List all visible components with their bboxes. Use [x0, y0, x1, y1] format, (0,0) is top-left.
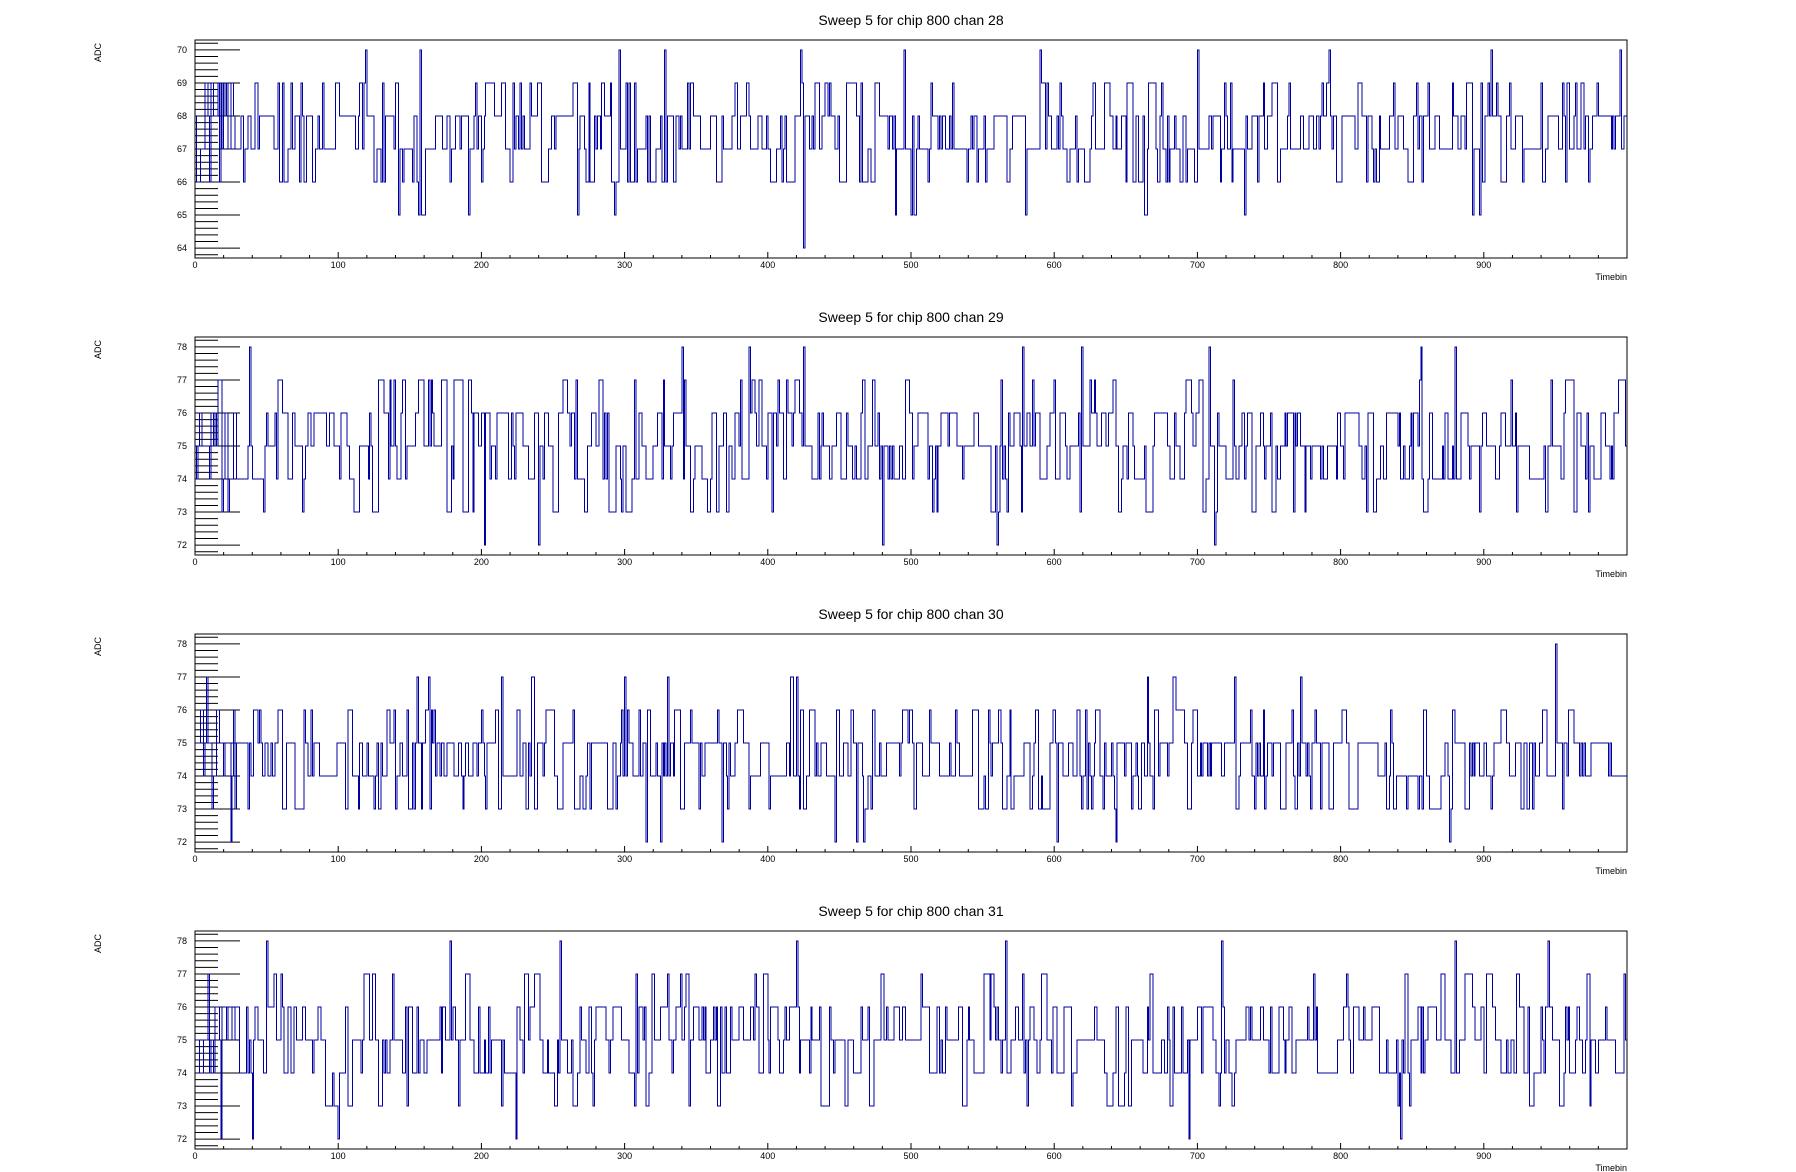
- x-tick-label: 900: [1476, 1151, 1491, 1161]
- x-tick-label: 400: [760, 1151, 775, 1161]
- x-tick-label: 700: [1190, 557, 1205, 567]
- chart-title: Sweep 5 for chip 800 chan 28: [818, 12, 1003, 28]
- y-tick-label: 77: [177, 375, 187, 385]
- chart-panel-2: Sweep 5 for chip 800 chan 29 ADC Timebin 72…: [93, 309, 1628, 579]
- series-line: [195, 643, 1627, 843]
- plot-frame: [194, 633, 1628, 853]
- y-tick-label: 74: [177, 1068, 187, 1078]
- x-tick-label: 200: [474, 260, 489, 270]
- x-tick-label: 800: [1333, 260, 1348, 270]
- y-tick-label: 76: [177, 705, 187, 715]
- x-tick-label: 0: [192, 854, 197, 864]
- y-tick-label: 73: [177, 1101, 187, 1111]
- x-tick-label: 400: [760, 557, 775, 567]
- x-tick-label: 800: [1333, 854, 1348, 864]
- x-tick-label: 500: [903, 1151, 918, 1161]
- chart-panel-3: Sweep 5 for chip 800 chan 30 ADC Timebin 72…: [93, 606, 1628, 876]
- x-tick-label: 600: [1047, 854, 1062, 864]
- y-tick-label: 72: [177, 1134, 187, 1144]
- x-tick-label: 700: [1190, 260, 1205, 270]
- x-tick-label: 900: [1476, 260, 1491, 270]
- x-axis-label: Timebin: [1595, 1163, 1627, 1172]
- y-tick-label: 78: [177, 936, 187, 946]
- x-tick-label: 700: [1190, 854, 1205, 864]
- y-tick-label: 73: [177, 507, 187, 517]
- y-tick-label: 77: [177, 672, 187, 682]
- x-tick-label: 300: [617, 1151, 632, 1161]
- y-tick-label: 77: [177, 969, 187, 979]
- y-tick-label: 65: [177, 210, 187, 220]
- x-tick-label: 0: [192, 1151, 197, 1161]
- chart-panel-1: Sweep 5 for chip 800 chan 28 ADC Timebin 64…: [93, 12, 1628, 282]
- y-tick-label: 76: [177, 1002, 187, 1012]
- y-tick-label: 78: [177, 342, 187, 352]
- x-tick-label: 300: [617, 854, 632, 864]
- y-tick-label: 72: [177, 837, 187, 847]
- chart-title: Sweep 5 for chip 800 chan 30: [818, 606, 1003, 622]
- y-tick-label: 67: [177, 144, 187, 154]
- y-tick-label: 68: [177, 111, 187, 121]
- chart-title: Sweep 5 for chip 800 chan 29: [818, 309, 1003, 325]
- x-tick-label: 800: [1333, 557, 1348, 567]
- x-tick-label: 500: [903, 260, 918, 270]
- y-tick-label: 70: [177, 45, 187, 55]
- x-tick-label: 0: [192, 260, 197, 270]
- y-tick-label: 66: [177, 177, 187, 187]
- y-axis-label: ADC: [93, 43, 103, 63]
- x-tick-label: 800: [1333, 1151, 1348, 1161]
- x-tick-label: 600: [1047, 260, 1062, 270]
- series-line: [195, 940, 1627, 1140]
- x-tick-label: 600: [1047, 557, 1062, 567]
- x-axis-label: Timebin: [1595, 866, 1627, 876]
- y-axis-label: ADC: [93, 934, 103, 954]
- y-tick-label: 78: [177, 639, 187, 649]
- x-axis-label: Timebin: [1595, 569, 1627, 579]
- y-tick-label: 75: [177, 441, 187, 451]
- y-tick-label: 75: [177, 1035, 187, 1045]
- y-tick-label: 75: [177, 738, 187, 748]
- x-tick-label: 100: [331, 260, 346, 270]
- x-tick-label: 200: [474, 557, 489, 567]
- x-tick-label: 100: [331, 854, 346, 864]
- x-tick-label: 700: [1190, 1151, 1205, 1161]
- y-tick-label: 74: [177, 474, 187, 484]
- x-tick-label: 900: [1476, 854, 1491, 864]
- x-tick-label: 200: [474, 1151, 489, 1161]
- series-line: [195, 346, 1627, 546]
- x-tick-label: 300: [617, 557, 632, 567]
- x-tick-label: 400: [760, 260, 775, 270]
- chart-panel-4: Sweep 5 for chip 800 chan 31 ADC Timebin 72…: [93, 903, 1628, 1172]
- y-axis-label: ADC: [93, 340, 103, 360]
- x-tick-label: 100: [331, 557, 346, 567]
- y-axis-label: ADC: [93, 637, 103, 657]
- x-tick-label: 400: [760, 854, 775, 864]
- y-tick-label: 72: [177, 540, 187, 550]
- y-tick-label: 74: [177, 771, 187, 781]
- x-tick-label: 500: [903, 854, 918, 864]
- x-axis-label: Timebin: [1595, 272, 1627, 282]
- y-tick-label: 73: [177, 804, 187, 814]
- y-tick-label: 64: [177, 243, 187, 253]
- x-tick-label: 600: [1047, 1151, 1062, 1161]
- x-tick-label: 300: [617, 260, 632, 270]
- x-tick-label: 200: [474, 854, 489, 864]
- x-tick-label: 500: [903, 557, 918, 567]
- y-tick-label: 69: [177, 78, 187, 88]
- y-tick-label: 76: [177, 408, 187, 418]
- series-line: [195, 49, 1627, 249]
- x-tick-label: 100: [331, 1151, 346, 1161]
- chart-title: Sweep 5 for chip 800 chan 31: [818, 903, 1003, 919]
- x-tick-label: 900: [1476, 557, 1491, 567]
- x-tick-label: 0: [192, 557, 197, 567]
